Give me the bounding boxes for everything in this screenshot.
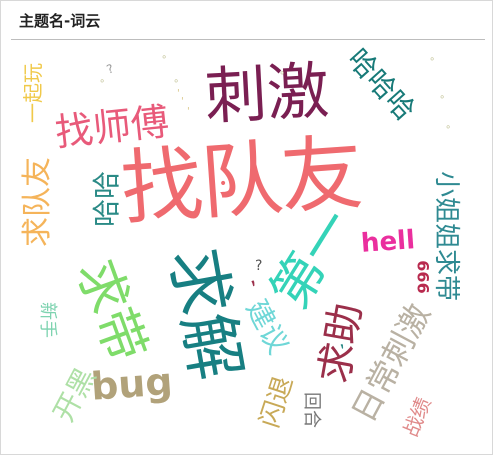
decoration-dot: • (219, 176, 228, 192)
decoration-dot: ∘ (99, 76, 106, 87)
word-xinshou[interactable]: 新手 (37, 302, 58, 338)
decoration-dot: ∘ (429, 54, 436, 65)
decoration-dot: ∘ (445, 122, 452, 133)
word-qiujie[interactable]: 求解 (156, 242, 255, 386)
panel-title: 主题名-词云 (19, 12, 101, 30)
word-bug[interactable]: bug (89, 359, 174, 409)
word-666[interactable]: 666 (413, 260, 433, 294)
word-hahaha[interactable]: 哈哈哈 (341, 42, 422, 127)
decoration-dot: ∘ (439, 92, 446, 103)
word-shantui[interactable]: 闪退 (254, 372, 300, 432)
word-yiqiwan[interactable]: 一起玩 (21, 63, 45, 123)
word-ciji[interactable]: 刺激 (203, 53, 331, 134)
word-xiaojiejieqiudai[interactable]: 小姐姐求带 (431, 170, 462, 302)
word-cloud: 找队友 刺激 找师傅 哈哈哈 求带 求解 第一 求助 日常刺激 小姐姐求带 he… (1, 41, 492, 454)
decoration-dot: ' (187, 106, 190, 117)
word-hell[interactable]: hell (360, 225, 416, 259)
decoration-dot: ∘ (173, 76, 180, 87)
word-kaihei[interactable]: 开黑 (46, 362, 103, 428)
word-qiudai[interactable]: 求带 (65, 251, 157, 371)
word-haha[interactable]: 哈哈 (90, 170, 124, 228)
word-zhanji[interactable]: 战绩 (398, 393, 436, 441)
decoration-dot: ∘ (279, 68, 286, 79)
word-zhaoshifu[interactable]: 找师傅 (53, 99, 172, 155)
word-question-mark[interactable]: ? (255, 258, 263, 274)
decoration-dot: ' (177, 88, 180, 99)
word-question-mark-small[interactable]: ? (104, 61, 116, 77)
word-huihe[interactable]: 回合 (301, 392, 322, 428)
word-qiuduiyou[interactable]: 求队友 (20, 157, 55, 247)
header-divider (11, 39, 485, 40)
decoration-dot: ∘ (161, 52, 168, 63)
panel-header: 主题名-词云 (1, 1, 492, 39)
decoration-dot: ' (181, 96, 184, 107)
